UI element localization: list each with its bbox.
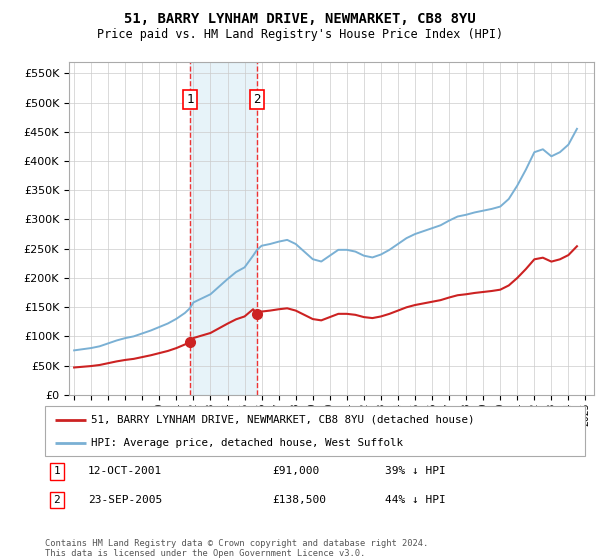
Text: 39% ↓ HPI: 39% ↓ HPI: [385, 466, 446, 477]
Text: £138,500: £138,500: [272, 495, 326, 505]
Text: Price paid vs. HM Land Registry's House Price Index (HPI): Price paid vs. HM Land Registry's House …: [97, 28, 503, 41]
Text: HPI: Average price, detached house, West Suffolk: HPI: Average price, detached house, West…: [91, 438, 403, 448]
Text: 1: 1: [53, 466, 60, 477]
Text: 1: 1: [186, 93, 194, 106]
Text: 51, BARRY LYNHAM DRIVE, NEWMARKET, CB8 8YU (detached house): 51, BARRY LYNHAM DRIVE, NEWMARKET, CB8 8…: [91, 414, 475, 424]
Text: £91,000: £91,000: [272, 466, 319, 477]
Text: 2: 2: [53, 495, 60, 505]
FancyBboxPatch shape: [45, 406, 585, 456]
Text: Contains HM Land Registry data © Crown copyright and database right 2024.
This d: Contains HM Land Registry data © Crown c…: [45, 539, 428, 558]
Text: 44% ↓ HPI: 44% ↓ HPI: [385, 495, 446, 505]
Text: 12-OCT-2001: 12-OCT-2001: [88, 466, 163, 477]
Text: 51, BARRY LYNHAM DRIVE, NEWMARKET, CB8 8YU: 51, BARRY LYNHAM DRIVE, NEWMARKET, CB8 8…: [124, 12, 476, 26]
Bar: [190, 62, 257, 395]
Text: 2: 2: [253, 93, 261, 106]
Text: 23-SEP-2005: 23-SEP-2005: [88, 495, 163, 505]
